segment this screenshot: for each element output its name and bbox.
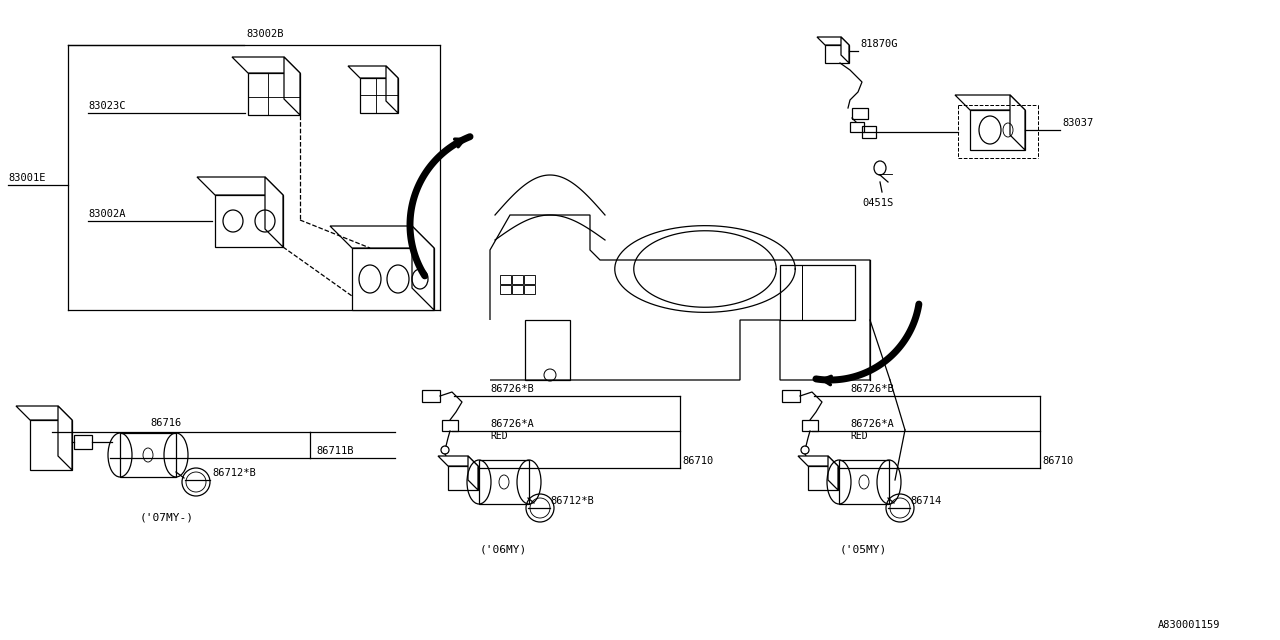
Polygon shape	[828, 456, 838, 490]
Bar	[524, 285, 535, 294]
Bar	[524, 275, 535, 284]
Polygon shape	[265, 177, 283, 247]
Text: 86714: 86714	[910, 496, 941, 506]
Polygon shape	[970, 110, 1025, 150]
Polygon shape	[15, 406, 72, 420]
Text: RED: RED	[850, 431, 868, 441]
Text: 86712*B: 86712*B	[550, 496, 594, 506]
Polygon shape	[826, 45, 849, 63]
Polygon shape	[1010, 95, 1025, 150]
Text: 86716: 86716	[150, 418, 182, 428]
Polygon shape	[215, 195, 283, 247]
Text: 86726*B: 86726*B	[850, 384, 893, 394]
Polygon shape	[330, 226, 434, 248]
Polygon shape	[232, 57, 300, 73]
Bar	[512, 285, 524, 294]
Polygon shape	[955, 95, 1025, 110]
Polygon shape	[468, 456, 477, 490]
Text: 83023C: 83023C	[88, 101, 125, 111]
Text: 86726*A: 86726*A	[850, 419, 893, 429]
Text: 86710: 86710	[1042, 456, 1073, 466]
Text: ('05MY): ('05MY)	[840, 545, 887, 555]
Polygon shape	[797, 456, 838, 466]
Text: 81870G: 81870G	[860, 39, 897, 49]
Polygon shape	[348, 66, 398, 78]
Text: 83037: 83037	[1062, 118, 1093, 128]
Polygon shape	[387, 66, 398, 113]
Text: RED: RED	[490, 431, 508, 441]
Text: ('07MY-): ('07MY-)	[140, 512, 195, 522]
Polygon shape	[438, 456, 477, 466]
Text: 86726*B: 86726*B	[490, 384, 534, 394]
Text: A830001159: A830001159	[1157, 620, 1220, 630]
Bar	[780, 265, 855, 320]
Text: 83002A: 83002A	[88, 209, 125, 219]
Bar	[500, 275, 511, 284]
Text: 83001E: 83001E	[8, 173, 46, 183]
Polygon shape	[284, 57, 300, 115]
Polygon shape	[448, 466, 477, 490]
Polygon shape	[58, 406, 72, 470]
Bar	[500, 285, 511, 294]
Text: 0451S: 0451S	[863, 198, 893, 208]
Polygon shape	[412, 226, 434, 310]
Polygon shape	[841, 37, 849, 63]
Text: 86712*B: 86712*B	[212, 468, 256, 478]
Bar	[525, 320, 570, 380]
Text: 86711B: 86711B	[316, 446, 353, 456]
Text: 83002B: 83002B	[246, 29, 283, 39]
Polygon shape	[817, 37, 849, 45]
Polygon shape	[808, 466, 838, 490]
Polygon shape	[29, 420, 72, 470]
Bar	[512, 275, 524, 284]
Polygon shape	[248, 73, 300, 115]
Text: ('06MY): ('06MY)	[480, 545, 527, 555]
Polygon shape	[360, 78, 398, 113]
Polygon shape	[197, 177, 283, 195]
Polygon shape	[352, 248, 434, 310]
Text: 86726*A: 86726*A	[490, 419, 534, 429]
Text: 86710: 86710	[682, 456, 713, 466]
